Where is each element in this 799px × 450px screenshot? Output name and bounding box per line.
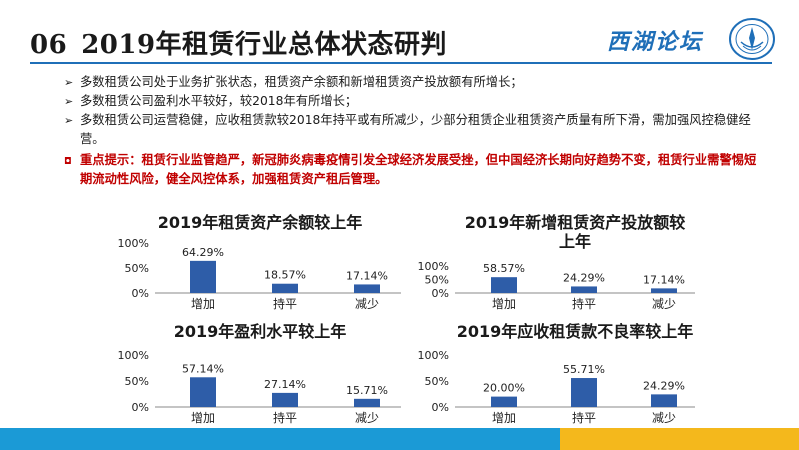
x-tick-label: 持平 [572,410,596,425]
x-tick-label: 增加 [191,297,215,311]
y-tick-label: 0% [432,401,449,414]
y-tick-label: 100% [418,260,449,273]
highlight-note: ◘ 重点提示：租赁行业监管趋严，新冠肺炎病毒疫情引发全球经济发展受挫，但中国经济… [64,151,764,189]
bullet-item: ➢ 多数租赁公司处于业务扩张状态，租赁资产余额和新增租赁资产投放额有所增长； [64,73,764,92]
y-tick-label: 0% [132,401,149,414]
data-label: 20.00% [483,382,525,395]
bullet-text: 多数租赁公司运营稳健，应收租赁款较2018年持平或有所减少，少部分租赁企业租赁资… [80,113,751,146]
chart-title: 2019年盈利水平较上年 [173,322,347,341]
bar-持平 [272,392,298,407]
x-tick-label: 减少 [652,297,676,311]
chart-svg: 0% 50% 100% 57.14% 增加 27.14% 持平 15.71% 减少 [118,349,401,425]
chart-new-lease-investment: 2019年新增租赁资产投放额较上年 0% 50% 100% 58.57% 增加 24.29… [415,213,735,313]
data-label: 58.57% [483,262,525,275]
y-tick-label: 50% [425,375,449,388]
bar-增加 [491,277,517,293]
data-label: 27.14% [264,378,306,391]
chart-svg: 0%50%100% 58.57% 增加 24.29% 持平 17.14% 减少 [418,260,695,311]
bar-持平 [272,283,298,293]
bullet-item: ➢ 多数租赁公司盈利水平较好，较2018年有所增长； [64,92,764,111]
y-tick-label: 100% [418,349,449,362]
footer-band-gold [560,428,799,450]
y-tick-label: 0% [132,287,149,300]
bullet-text: 多数租赁公司盈利水平较好，较2018年有所增长； [80,94,358,108]
arrow-bullet-icon: ➢ [64,76,74,89]
chart-title: 2019年应收租赁款不良率较上年 [456,322,694,341]
y-tick-label: 100% [118,349,149,362]
bar-减少 [354,284,380,293]
title-text: 2019年租赁行业总体状态研判 [81,30,448,60]
bar-增加 [491,396,517,407]
bar-增加 [190,260,216,293]
data-label: 55.71% [563,363,605,376]
bar-增加 [190,377,216,407]
bullet-item: ➢ 多数租赁公司运营稳健，应收租赁款较2018年持平或有所减少，少部分租赁企业租… [64,111,764,149]
footer-band-blue [0,428,560,450]
chart-receivables-npl: 2019年应收租赁款不良率较上年 0% 50% 100% 20.00% 增加 55.71%… [415,322,735,428]
arrow-bullet-icon: ➢ [64,114,74,127]
forum-logo-text: 西湖论坛 [607,29,704,55]
section-number: 06 [30,30,68,60]
x-tick-label: 减少 [355,411,379,425]
square-bullet-icon: ◘ [64,157,72,167]
highlight-text: 重点提示：租赁行业监管趋严，新冠肺炎病毒疫情引发全球经济发展受挫，但中国经济长期… [80,153,757,186]
data-label: 24.29% [643,379,685,392]
data-label: 64.29% [182,246,224,259]
data-label: 15.71% [346,384,388,397]
bullet-text: 多数租赁公司处于业务扩张状态，租赁资产余额和新增租赁资产投放额有所增长； [80,75,523,89]
bar-持平 [571,378,597,407]
data-label: 18.57% [264,269,306,282]
page-title: 06 2019年租赁行业总体状态研判 [30,24,447,61]
x-tick-label: 持平 [273,410,297,425]
y-tick-label: 50% [125,375,149,388]
data-label: 17.14% [346,269,388,282]
data-label: 24.29% [563,271,605,284]
data-label: 17.14% [643,273,685,286]
chart-svg: 0% 50% 100% 20.00% 增加 55.71% 持平 24.29% 减少 [418,349,695,425]
x-tick-label: 持平 [572,296,596,311]
chart-title: 2019年新增租赁资产投放额较上年 [464,213,686,251]
y-tick-label: 0% [432,287,449,300]
bar-持平 [571,286,597,293]
x-tick-label: 增加 [492,297,516,311]
y-tick-label: 50% [125,262,149,275]
chart-profit-level: 2019年盈利水平较上年 0% 50% 100% 57.14% 增加 27.14% 持平 15… [110,322,410,428]
title-divider [30,62,772,64]
bar-减少 [651,394,677,407]
data-label: 57.14% [182,362,224,375]
bar-减少 [651,288,677,293]
y-tick-label: 50% [425,274,449,287]
chart-title: 2019年租赁资产余额较上年 [157,213,363,232]
x-tick-label: 减少 [652,411,676,425]
y-tick-label: 100% [118,237,149,250]
chart-svg: 0% 50% 100% 64.29% 增加 18.57% 持平 17.14% 减少 [118,237,401,311]
x-tick-label: 减少 [355,297,379,311]
x-tick-label: 增加 [492,411,516,425]
bar-减少 [354,398,380,407]
x-tick-label: 增加 [191,411,215,425]
chart-lease-balance: 2019年租赁资产余额较上年 0% 50% 100% 64.29% 增加 18.57% 持平… [110,213,410,313]
bullet-list: ➢ 多数租赁公司处于业务扩张状态，租赁资产余额和新增租赁资产投放额有所增长； ➢… [64,73,764,189]
forum-seal-logo [729,18,775,60]
x-tick-label: 持平 [273,296,297,311]
arrow-bullet-icon: ➢ [64,95,74,108]
